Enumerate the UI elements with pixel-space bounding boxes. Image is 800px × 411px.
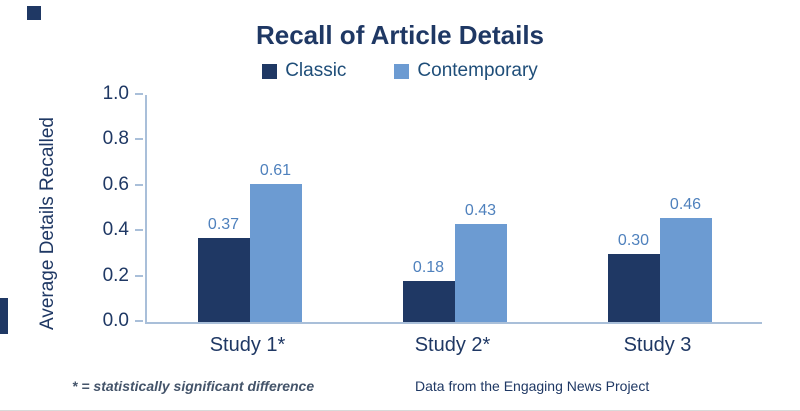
bar-contemporary: 0.46 (659, 196, 712, 322)
y-tick: 0.2 (95, 265, 143, 287)
legend-item-contemporary: Contemporary (394, 60, 538, 82)
y-tick: 0.8 (95, 128, 143, 150)
y-tick: 0.4 (95, 219, 143, 241)
category-label: Study 3 (623, 334, 692, 356)
footnote-source: Data from the Engaging News Project (415, 378, 650, 394)
y-tick: 1.0 (95, 83, 143, 105)
y-tick-mark (135, 229, 143, 232)
y-tick-label: 0.2 (102, 264, 129, 286)
bar-classic: 0.37 (197, 216, 250, 322)
y-tick: 0.6 (95, 174, 143, 196)
y-tick-label: 0.0 (102, 310, 129, 331)
y-tick-mark (135, 183, 143, 186)
x-axis-category-labels: Study 1* Study 2* Study 3 (145, 334, 760, 357)
bar-value-label: 0.43 (464, 202, 497, 219)
y-axis-ticks: 0.0 0.2 0.4 0.6 0.8 1.0 (80, 83, 143, 331)
y-tick-mark (135, 138, 143, 141)
y-tick-label: 0.8 (102, 128, 129, 150)
bar-classic: 0.30 (607, 232, 660, 322)
bar-value-label: 0.61 (259, 162, 292, 179)
y-axis-label: Average Details Recalled (37, 117, 58, 331)
bar-group: 0.18 0.43 (402, 95, 507, 322)
y-tick-mark (135, 93, 143, 95)
chart-legend: Classic Contemporary (0, 60, 800, 82)
legend-swatch-classic (262, 63, 278, 79)
bar-value-label: 0.37 (207, 216, 240, 233)
y-tick-label: 0.6 (102, 173, 129, 195)
bar-group: 0.37 0.61 (197, 95, 302, 322)
footnote-significance: * = statistically significant difference (72, 378, 315, 394)
bar-value-label: 0.46 (669, 196, 702, 213)
legend-swatch-contemporary (394, 63, 410, 79)
y-tick-mark (135, 320, 143, 322)
bar-value-label: 0.18 (412, 259, 445, 276)
y-tick: 0.0 (95, 310, 143, 332)
y-tick-label: 0.4 (102, 219, 129, 241)
legend-item-classic: Classic (262, 60, 346, 82)
category-label: Study 2* (414, 334, 491, 356)
bar-classic: 0.18 (402, 259, 455, 322)
category-label: Study 1* (209, 334, 286, 356)
decorative-square (27, 6, 41, 20)
plot-area: 0.37 0.61 0.18 0.43 0.30 0.46 (145, 95, 762, 324)
bar-contemporary: 0.43 (454, 202, 507, 322)
bar-group: 0.30 0.46 (607, 95, 712, 322)
y-tick-mark (135, 274, 143, 277)
legend-label-classic: Classic (285, 60, 347, 81)
chart-title: Recall of Article Details (255, 20, 545, 50)
bar-value-label: 0.30 (617, 232, 650, 249)
y-tick-label: 1.0 (102, 83, 129, 104)
bar-contemporary: 0.61 (249, 162, 302, 322)
decorative-left-bar (0, 298, 8, 334)
legend-label-contemporary: Contemporary (417, 60, 538, 81)
